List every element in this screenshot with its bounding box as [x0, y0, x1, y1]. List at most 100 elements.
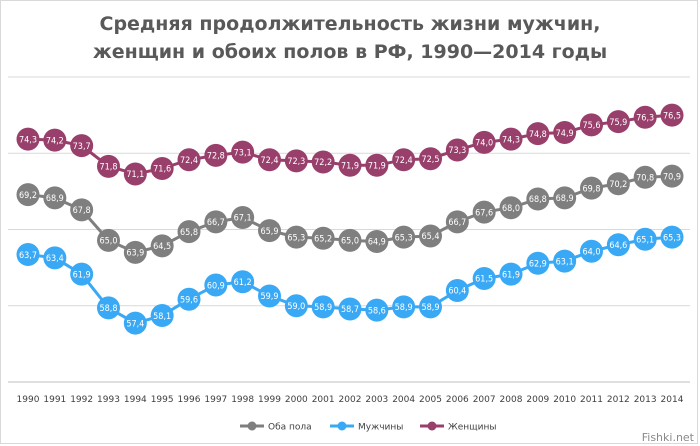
data-label: 71,8: [99, 163, 117, 173]
legend-marker: [427, 421, 437, 431]
data-point: [633, 105, 657, 129]
data-label: 59,6: [180, 295, 198, 305]
data-point: [231, 206, 255, 230]
data-point: [284, 294, 308, 318]
data-label: 59,9: [260, 292, 278, 302]
data-point: [472, 267, 496, 291]
data-label: 65,3: [287, 233, 305, 243]
data-label: 71,9: [341, 161, 359, 171]
data-point: [580, 176, 603, 200]
data-label: 66,7: [207, 218, 225, 228]
data-point: [231, 270, 255, 294]
x-tick-label: 2008: [500, 395, 523, 405]
data-point: [177, 220, 201, 244]
data-point: [660, 103, 684, 127]
data-label: 76,5: [663, 111, 681, 121]
data-point: [123, 162, 147, 186]
x-tick-label: 2011: [580, 395, 603, 405]
x-tick-label: 2012: [607, 395, 630, 405]
data-label: 63,1: [556, 257, 574, 267]
x-tick-label: 2009: [526, 395, 549, 405]
data-point: [660, 164, 684, 188]
chart-title-line-1: Средняя продолжительность жизни мужчин,: [99, 13, 601, 35]
data-label: 62,9: [529, 259, 547, 269]
data-label: 67,6: [475, 208, 493, 218]
x-tick-label: 1999: [258, 395, 281, 405]
data-point: [526, 187, 550, 211]
legend-item: Оба пола: [240, 421, 312, 433]
data-label: 74,2: [46, 136, 64, 146]
data-point: [499, 127, 523, 151]
data-label: 70,2: [609, 180, 627, 190]
data-point: [338, 153, 362, 177]
data-point: [97, 154, 120, 178]
data-label: 69,2: [19, 191, 37, 201]
data-label: 71,1: [126, 170, 144, 180]
series-1: 63,7 63,4 61,9 58,8 57,4 58,1 59,6 60,9 61,2 59,9…: [16, 225, 684, 335]
data-label: 64,5: [153, 242, 171, 252]
data-label: 70,9: [663, 172, 681, 182]
data-label: 65,8: [180, 228, 198, 238]
data-label: 65,3: [395, 233, 413, 243]
data-point: [311, 295, 335, 319]
chart-title-line-2: женщин и обоих полов в РФ, 1990—2014 год…: [92, 41, 608, 63]
data-label: 64,0: [582, 247, 600, 257]
data-point: [606, 233, 630, 257]
data-label: 74,8: [529, 130, 547, 140]
x-tick-label: 2000: [285, 395, 308, 405]
data-point: [258, 219, 281, 243]
data-label: 58,7: [341, 305, 359, 315]
data-label: 74,0: [475, 139, 493, 149]
data-label: 73,7: [73, 142, 91, 152]
data-point: [258, 148, 281, 172]
data-label: 68,9: [46, 194, 64, 204]
data-point: [606, 110, 630, 134]
x-tick-label: 2001: [312, 395, 335, 405]
data-label: 68,9: [556, 194, 574, 204]
data-point: [553, 121, 577, 145]
data-label: 65,9: [260, 227, 278, 237]
data-point: [338, 297, 362, 321]
x-tick-label: 1993: [97, 395, 120, 405]
data-point: [311, 150, 335, 174]
data-point: [606, 172, 630, 196]
data-label: 68,0: [502, 204, 520, 214]
legend-item: Мужчины: [330, 421, 403, 433]
data-point: [499, 196, 523, 220]
data-label: 65,1: [636, 236, 654, 246]
data-label: 61,2: [234, 278, 252, 288]
data-point: [16, 183, 40, 207]
data-point: [284, 225, 308, 249]
data-point: [177, 148, 201, 172]
data-point: [16, 127, 40, 151]
data-label: 72,2: [314, 158, 332, 168]
data-point: [472, 130, 496, 154]
legend-marker: [247, 421, 257, 431]
data-point: [258, 284, 281, 308]
data-label: 58,9: [421, 303, 439, 313]
data-point: [499, 262, 523, 286]
data-label: 72,4: [395, 156, 413, 166]
chart-title: Средняя продолжительность жизни мужчин, …: [0, 10, 700, 66]
data-label: 72,8: [207, 152, 225, 162]
data-point: [150, 304, 174, 328]
data-label: 58,8: [99, 304, 117, 314]
data-point: [97, 228, 120, 252]
data-label: 65,0: [341, 237, 359, 247]
data-label: 73,1: [234, 148, 252, 158]
x-tick-label: 1995: [151, 395, 174, 405]
data-point: [392, 225, 416, 249]
data-point: [553, 186, 577, 210]
x-tick-label: 1994: [124, 395, 147, 405]
data-label: 74,3: [19, 135, 37, 145]
x-tick-label: 1997: [204, 395, 227, 405]
data-point: [580, 239, 603, 263]
x-tick-label: 2013: [634, 395, 657, 405]
data-point: [419, 295, 442, 319]
data-point: [43, 128, 67, 152]
x-tick-label: 2005: [419, 395, 442, 405]
data-point: [365, 229, 389, 253]
data-point: [177, 287, 201, 311]
legend-marker: [337, 421, 347, 431]
data-label: 63,4: [46, 254, 64, 264]
